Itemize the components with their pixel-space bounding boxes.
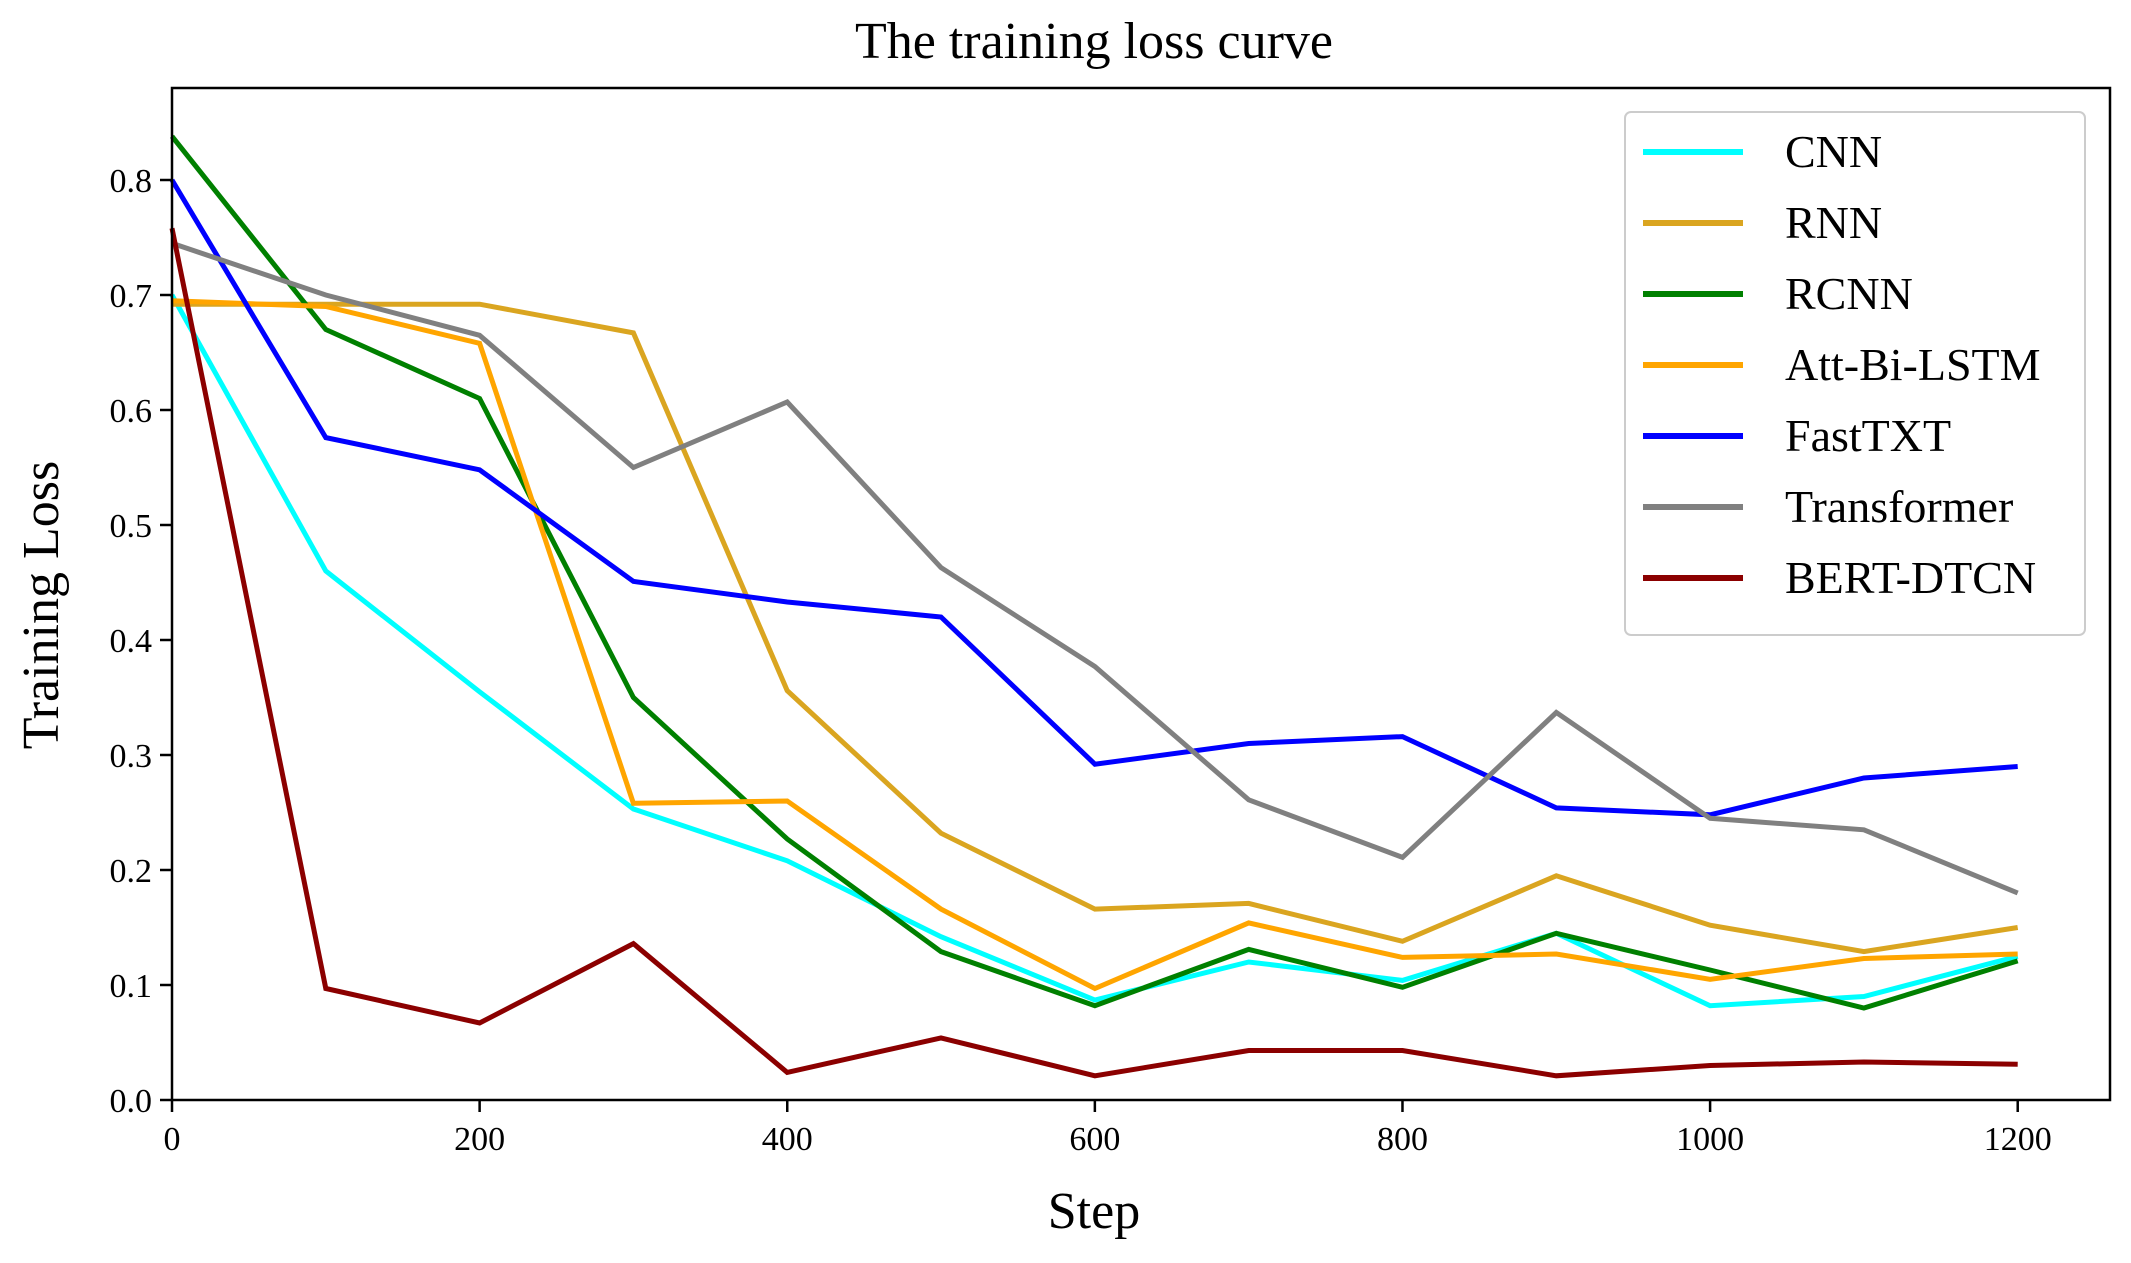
y-tick-label: 0.6 <box>110 393 153 430</box>
legend-label: FastTXT <box>1785 410 1951 461</box>
y-tick-label: 0.4 <box>110 623 153 660</box>
series-line-fasttxt <box>169 178 2018 818</box>
legend-label: Att-Bi-LSTM <box>1785 339 2041 390</box>
series-line-bert-dtcn <box>169 227 2018 1079</box>
x-axis-label: Step <box>1048 1183 1140 1240</box>
legend-label: BERT-DTCN <box>1785 552 2036 603</box>
x-tick-label: 200 <box>454 1121 505 1158</box>
x-tick-label: 0 <box>164 1121 181 1158</box>
legend-label: Transformer <box>1785 481 2013 532</box>
x-tick-label: 600 <box>1069 1121 1120 1158</box>
series-line-transformer <box>171 240 2019 896</box>
x-tick-label: 1200 <box>1984 1121 2052 1158</box>
y-tick-label: 0.2 <box>110 853 153 890</box>
x-tick-label: 400 <box>762 1121 813 1158</box>
y-tick-label: 0.1 <box>110 968 153 1005</box>
axes-layer: 0 200 400 600 800 1000 1200 0.0 0.1 0.2 0.3 0.4 0.5 0… <box>110 86 2112 1158</box>
legend-label: RCNN <box>1785 268 1913 319</box>
y-tick-label: 0.3 <box>110 738 153 775</box>
plot-frame <box>170 86 2112 1102</box>
legend-label: RNN <box>1785 197 1882 248</box>
chart-title: The training loss curve <box>855 13 1333 70</box>
series-line-rnn <box>172 301 2019 955</box>
y-axis-label: Training Loss <box>13 461 70 749</box>
series-line-rcnn <box>170 134 2019 1011</box>
legend: CNN RNN RCNN Att-Bi-LSTM FastTXT Transformer B… <box>1624 111 2086 636</box>
x-tick-label: 1000 <box>1676 1121 1744 1158</box>
series-line-att-bi-lstm <box>171 298 2018 992</box>
y-tick-label: 0.8 <box>110 163 153 200</box>
y-tick-label: 0.7 <box>110 278 153 315</box>
series-layer <box>169 134 2019 1079</box>
y-tick-label: 0.5 <box>110 508 153 545</box>
x-tick-label: 800 <box>1377 1121 1428 1158</box>
series-line-cnn <box>169 293 2019 1009</box>
y-tick-label: 0.0 <box>110 1083 153 1120</box>
legend-label: CNN <box>1785 126 1882 177</box>
